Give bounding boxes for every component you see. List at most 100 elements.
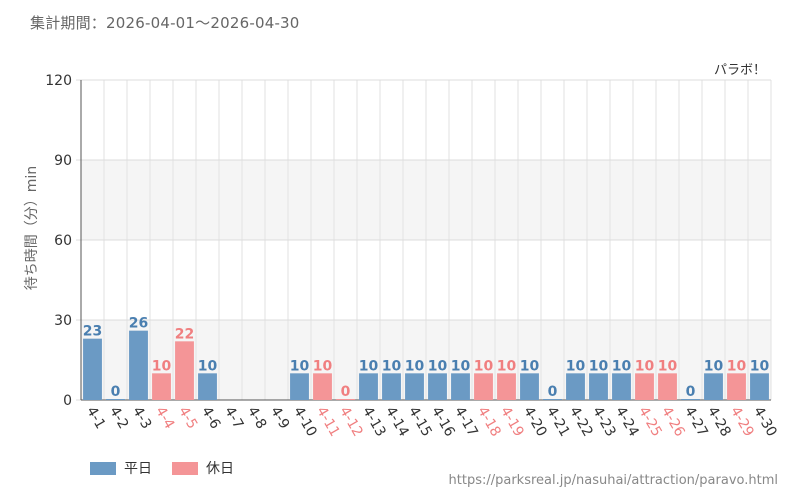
value-label-4-13: 10 xyxy=(359,358,379,374)
x-tick-label: 4-9 xyxy=(267,404,292,432)
value-label-4-27: 0 xyxy=(686,384,696,400)
value-label-4-2: 0 xyxy=(111,384,121,400)
bar-4-23 xyxy=(589,373,608,400)
legend-swatch-holiday xyxy=(172,461,198,475)
legend-item-weekday[interactable]: 平日 xyxy=(90,458,152,478)
value-label-4-4: 10 xyxy=(152,358,172,374)
value-label-4-23: 10 xyxy=(589,358,609,374)
bar-4-25 xyxy=(635,373,654,400)
bar-4-16 xyxy=(428,373,447,400)
x-tick-label: 4-16 xyxy=(428,404,458,440)
bar-4-12 xyxy=(336,399,355,400)
y-tick-labels: 0 30 60 90 120 xyxy=(45,73,72,409)
value-label-4-15: 10 xyxy=(405,358,425,374)
x-tick-labels: 4-14-24-34-44-54-64-74-84-94-104-114-124… xyxy=(83,404,780,440)
bar-4-3 xyxy=(129,330,148,400)
period-label: 集計期間：2026-04-01～2026-04-30 xyxy=(30,14,300,32)
x-tick-label: 4-20 xyxy=(520,404,550,440)
x-tick-label: 4-27 xyxy=(681,404,711,440)
bar-4-24 xyxy=(612,373,631,400)
bar-4-27 xyxy=(681,399,700,400)
bar-4-5 xyxy=(175,341,194,400)
y-tick-label: 120 xyxy=(45,73,72,89)
legend: 平日 休日 xyxy=(90,458,234,478)
x-tick-label: 4-4 xyxy=(152,404,177,432)
x-tick-label: 4-7 xyxy=(221,404,246,432)
value-label-4-11: 10 xyxy=(313,358,333,374)
value-label-4-5: 22 xyxy=(175,326,194,342)
legend-item-holiday[interactable]: 休日 xyxy=(172,458,234,478)
bar-4-2 xyxy=(106,399,125,400)
x-tick-label: 4-6 xyxy=(198,404,223,432)
y-axis-label: 待ち時間（分）min xyxy=(24,166,40,290)
bar-4-4 xyxy=(152,373,171,400)
bar-4-18 xyxy=(474,373,493,400)
bar-4-1 xyxy=(83,338,102,400)
value-label-4-24: 10 xyxy=(612,358,632,374)
x-tick-label: 4-28 xyxy=(704,404,734,440)
value-label-4-30: 10 xyxy=(750,358,770,374)
bar-4-21 xyxy=(543,399,562,400)
x-tick-label: 4-11 xyxy=(313,404,343,440)
value-label-4-18: 10 xyxy=(474,358,494,374)
bar-4-20 xyxy=(520,373,539,400)
bar-4-22 xyxy=(566,373,585,400)
x-tick-label: 4-8 xyxy=(244,404,269,432)
value-label-4-17: 10 xyxy=(451,358,471,374)
bar-4-13 xyxy=(359,373,378,400)
x-tick-label: 4-5 xyxy=(175,404,200,432)
bar-4-14 xyxy=(382,373,401,400)
x-tick-label: 4-26 xyxy=(658,404,688,440)
value-label-4-29: 10 xyxy=(727,358,747,374)
bar-4-6 xyxy=(198,373,217,400)
bar-4-17 xyxy=(451,373,470,400)
x-tick-label: 4-18 xyxy=(474,404,504,440)
x-tick-label: 4-25 xyxy=(635,404,665,440)
value-label-4-26: 10 xyxy=(658,358,678,374)
chart-title: パラボ！ xyxy=(714,63,766,78)
x-tick-label: 4-14 xyxy=(382,404,412,440)
bar-4-11 xyxy=(313,373,332,400)
y-tick-label: 90 xyxy=(54,153,72,169)
x-tick-label: 4-29 xyxy=(727,404,757,440)
bar-4-29 xyxy=(727,373,746,400)
bar-4-30 xyxy=(750,373,769,400)
y-tick-label: 30 xyxy=(54,313,72,329)
legend-label-weekday: 平日 xyxy=(124,461,152,477)
legend-swatch-weekday xyxy=(90,461,116,475)
bar-4-10 xyxy=(290,373,309,400)
value-label-4-19: 10 xyxy=(497,358,517,374)
legend-label-holiday: 休日 xyxy=(206,461,234,477)
x-tick-label: 4-2 xyxy=(106,404,131,432)
x-tick-label: 4-30 xyxy=(750,404,780,440)
value-label-4-21: 0 xyxy=(548,384,558,400)
x-tick-label: 4-1 xyxy=(83,404,108,432)
y-tick-label: 0 xyxy=(63,393,72,409)
value-label-4-25: 10 xyxy=(635,358,655,374)
x-tick-label: 4-22 xyxy=(566,404,596,440)
x-tick-label: 4-24 xyxy=(612,404,642,440)
x-tick-label: 4-12 xyxy=(336,404,366,440)
y-tick-label: 60 xyxy=(54,233,72,249)
source-url[interactable]: https://parksreal.jp/nasuhai/attraction/… xyxy=(448,473,778,488)
value-label-4-3: 26 xyxy=(129,316,148,332)
value-label-4-20: 10 xyxy=(520,358,540,374)
value-label-4-16: 10 xyxy=(428,358,448,374)
bar-4-26 xyxy=(658,373,677,400)
bar-4-19 xyxy=(497,373,516,400)
x-tick-label: 4-10 xyxy=(290,404,320,440)
x-tick-label: 4-23 xyxy=(589,404,619,440)
value-label-4-12: 0 xyxy=(341,384,351,400)
x-tick-label: 4-15 xyxy=(405,404,435,440)
bar-4-28 xyxy=(704,373,723,400)
value-label-4-14: 10 xyxy=(382,358,402,374)
value-label-4-22: 10 xyxy=(566,358,586,374)
value-label-4-6: 10 xyxy=(198,358,218,374)
x-tick-label: 4-17 xyxy=(451,404,481,440)
bar-4-15 xyxy=(405,373,424,400)
x-tick-label: 4-13 xyxy=(359,404,389,440)
x-tick-label: 4-3 xyxy=(129,404,154,432)
